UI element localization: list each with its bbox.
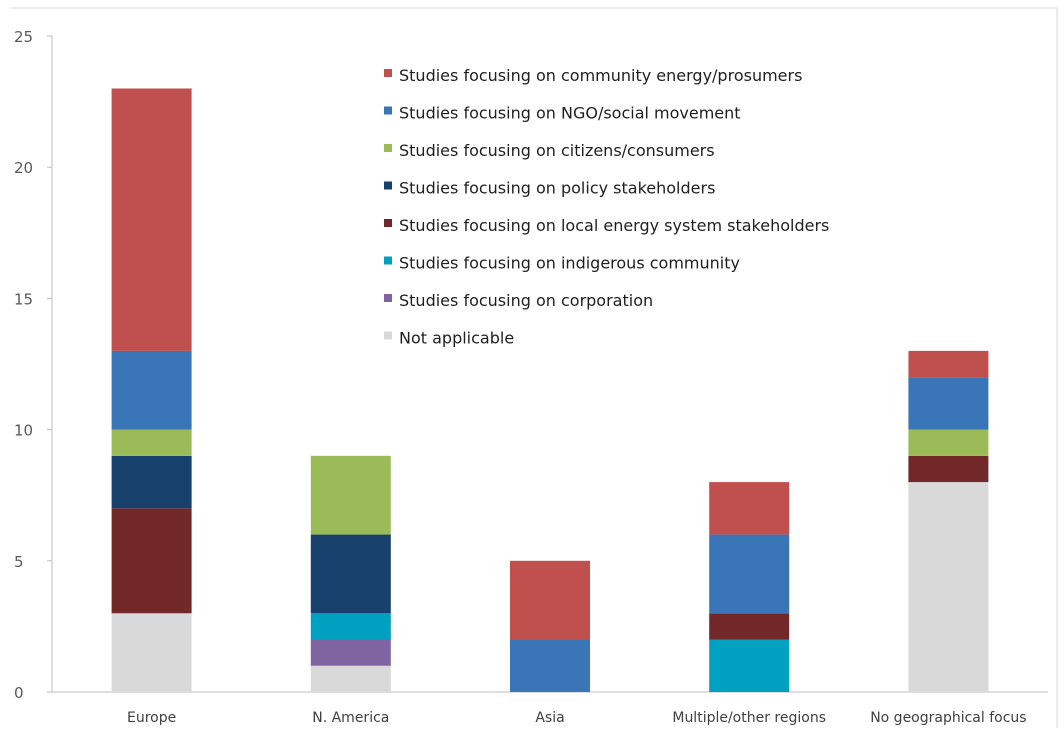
legend-swatch xyxy=(384,144,392,152)
legend-swatch xyxy=(384,331,392,340)
bar-segment xyxy=(111,350,192,430)
bar-segment xyxy=(310,613,391,640)
legend-swatch xyxy=(384,256,392,265)
y-tick-label: 20 xyxy=(14,159,33,177)
bar-segment xyxy=(111,613,192,692)
y-tick-label: 10 xyxy=(14,422,33,440)
bar-segment xyxy=(111,429,192,456)
legend-swatch xyxy=(384,181,392,190)
legend-swatch xyxy=(384,69,392,77)
bar-segment xyxy=(709,534,790,614)
axes: 0 5 10 15 20 25 Europe N. America Asia Multiple/o… xyxy=(11,7,1058,728)
legend-swatch xyxy=(384,106,392,115)
legend-label: Studies focusing on policy stakeholders xyxy=(399,179,715,198)
bar-segment xyxy=(908,377,989,430)
legend: Studies focusing on community energy/pro… xyxy=(384,66,829,348)
bar-segment xyxy=(510,560,590,640)
bar-segment xyxy=(111,455,192,509)
x-tick-label: N. America xyxy=(312,710,389,726)
legend-label: Studies focusing on corporation xyxy=(399,291,653,310)
legend-swatch xyxy=(384,219,392,227)
bar-segment xyxy=(908,482,989,692)
bar-segment xyxy=(310,665,391,692)
bar-segment xyxy=(310,639,391,666)
bar-segment xyxy=(908,350,989,378)
bar-segment xyxy=(111,508,192,614)
legend-label: Studies focusing on citizens/consumers xyxy=(399,141,715,160)
legend-label: Studies focusing on NGO/social movement xyxy=(399,104,741,123)
legend-label: Studies focusing on local energy system … xyxy=(399,216,829,235)
y-tick-label: 15 xyxy=(14,290,33,308)
y-tick-label: 25 xyxy=(14,28,33,46)
bar-segment xyxy=(510,639,590,692)
bar-segment xyxy=(908,429,989,456)
legend-label: Studies focusing on community energy/pro… xyxy=(399,66,802,85)
legend-label: Studies focusing on indigerous community xyxy=(399,254,740,273)
bar-segment xyxy=(111,88,192,351)
y-tick-label: 5 xyxy=(14,553,24,571)
bars xyxy=(111,88,989,692)
legend-swatch xyxy=(384,294,392,302)
bar-segment xyxy=(908,455,989,483)
bar-segment xyxy=(709,482,790,535)
legend-label: Not applicable xyxy=(399,329,514,348)
bar-segment xyxy=(310,455,391,535)
bar-segment xyxy=(310,534,391,614)
y-tick-label: 0 xyxy=(14,684,24,702)
bar-segment xyxy=(709,639,790,692)
x-tick-label: No geographical focus xyxy=(870,710,1026,726)
x-tick-label: Asia xyxy=(535,710,564,726)
bar-segment xyxy=(709,613,790,640)
x-tick-label: Europe xyxy=(127,710,176,726)
x-tick-label: Multiple/other regions xyxy=(672,710,826,726)
